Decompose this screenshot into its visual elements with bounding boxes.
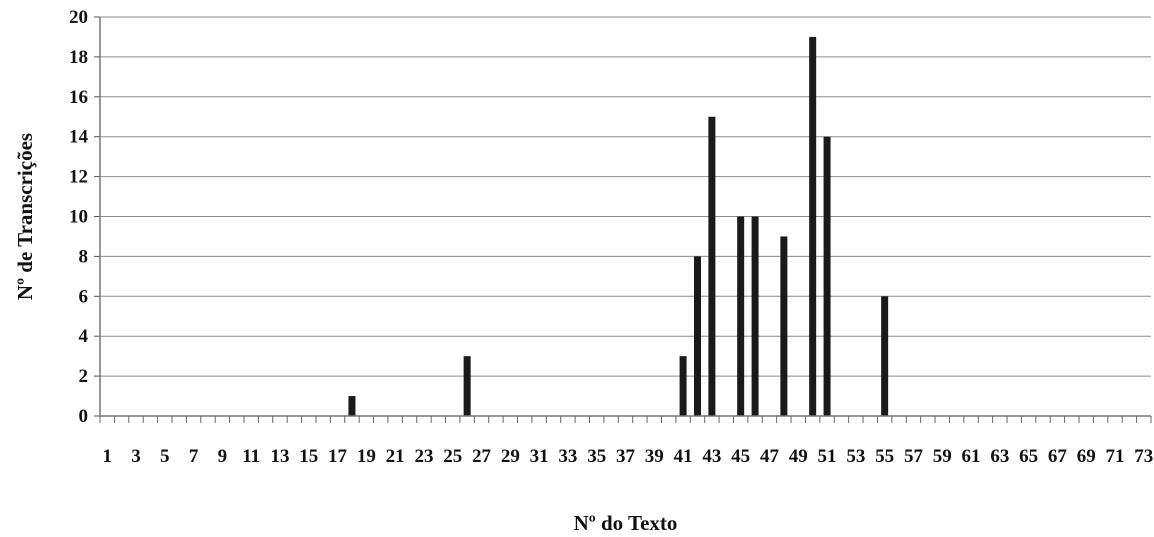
- x-tick-label-29: 29: [501, 446, 520, 467]
- bar-26: [463, 356, 471, 416]
- x-tick-label-21: 21: [386, 446, 405, 467]
- x-tick-label-5: 5: [160, 446, 170, 467]
- x-tick-label-19: 19: [357, 446, 376, 467]
- x-tick-label-15: 15: [299, 446, 318, 467]
- x-tick-label-23: 23: [414, 446, 433, 467]
- x-tick-label-39: 39: [645, 446, 664, 467]
- x-tick-label-43: 43: [702, 446, 721, 467]
- x-axis-tick-labels: 1 3 5 7 9 11 13 15 17 19 21 23 25 27 29 31 33 35 37 39 41 43 4…: [102, 446, 1153, 467]
- x-axis-title: Nº do Texto: [574, 511, 678, 535]
- y-tick-label-10: 10: [69, 207, 88, 228]
- x-tick-label-49: 49: [789, 446, 808, 467]
- x-tick-label-25: 25: [443, 446, 462, 467]
- x-tick-label-67: 67: [1048, 446, 1068, 467]
- bar-45: [737, 216, 745, 416]
- bar-55: [881, 296, 889, 416]
- x-tick-label-33: 33: [558, 446, 577, 467]
- x-tick-label-27: 27: [472, 446, 492, 467]
- x-tick-label-53: 53: [846, 446, 865, 467]
- x-tick-label-9: 9: [218, 446, 228, 467]
- x-tick-label-41: 41: [674, 446, 693, 467]
- y-tick-label-8: 8: [79, 246, 89, 267]
- x-tick-label-3: 3: [131, 446, 141, 467]
- x-tick-label-1: 1: [102, 446, 112, 467]
- x-tick-label-57: 57: [904, 446, 924, 467]
- y-tick-label-12: 12: [69, 167, 88, 188]
- x-tick-label-51: 51: [818, 446, 837, 467]
- x-tick-label-73: 73: [1134, 446, 1153, 467]
- bar-51: [823, 136, 831, 416]
- bar-48: [780, 236, 788, 416]
- x-tick-label-13: 13: [270, 446, 289, 467]
- y-tick-label-2: 2: [79, 366, 89, 387]
- bar-46: [751, 216, 759, 416]
- y-tick-label-16: 16: [69, 87, 88, 108]
- gridlines: [100, 16, 1151, 377]
- x-tick-label-71: 71: [1106, 446, 1125, 467]
- y-tick-label-14: 14: [69, 127, 89, 148]
- y-axis-ticks: 0 2 4 6 8 10 12 14 16 18 20: [69, 7, 100, 427]
- bar-42: [693, 256, 701, 416]
- bars: [348, 36, 889, 416]
- x-tick-label-59: 59: [933, 446, 952, 467]
- x-tick-label-47: 47: [760, 446, 780, 467]
- bar-41: [679, 356, 687, 416]
- x-tick-label-63: 63: [990, 446, 1009, 467]
- y-tick-label-4: 4: [79, 326, 89, 347]
- x-tick-label-55: 55: [875, 446, 894, 467]
- y-tick-label-6: 6: [79, 286, 89, 307]
- y-tick-label-20: 20: [69, 7, 88, 28]
- bar-18: [348, 396, 356, 416]
- y-tick-label-18: 18: [69, 47, 88, 68]
- bar-50: [809, 36, 817, 416]
- x-tick-label-69: 69: [1077, 446, 1096, 467]
- x-tick-label-7: 7: [189, 446, 199, 467]
- x-tick-label-65: 65: [1019, 446, 1038, 467]
- x-axis-ticks: [99, 416, 1152, 423]
- x-tick-label-37: 37: [616, 446, 636, 467]
- bar-43: [708, 116, 716, 416]
- x-tick-label-35: 35: [587, 446, 606, 467]
- y-axis-title: Nº de Transcrições: [13, 133, 37, 300]
- x-tick-label-17: 17: [328, 446, 348, 467]
- x-tick-label-61: 61: [962, 446, 981, 467]
- x-tick-label-45: 45: [731, 446, 750, 467]
- x-tick-label-11: 11: [242, 446, 260, 467]
- y-tick-label-0: 0: [79, 406, 89, 427]
- x-tick-label-31: 31: [530, 446, 549, 467]
